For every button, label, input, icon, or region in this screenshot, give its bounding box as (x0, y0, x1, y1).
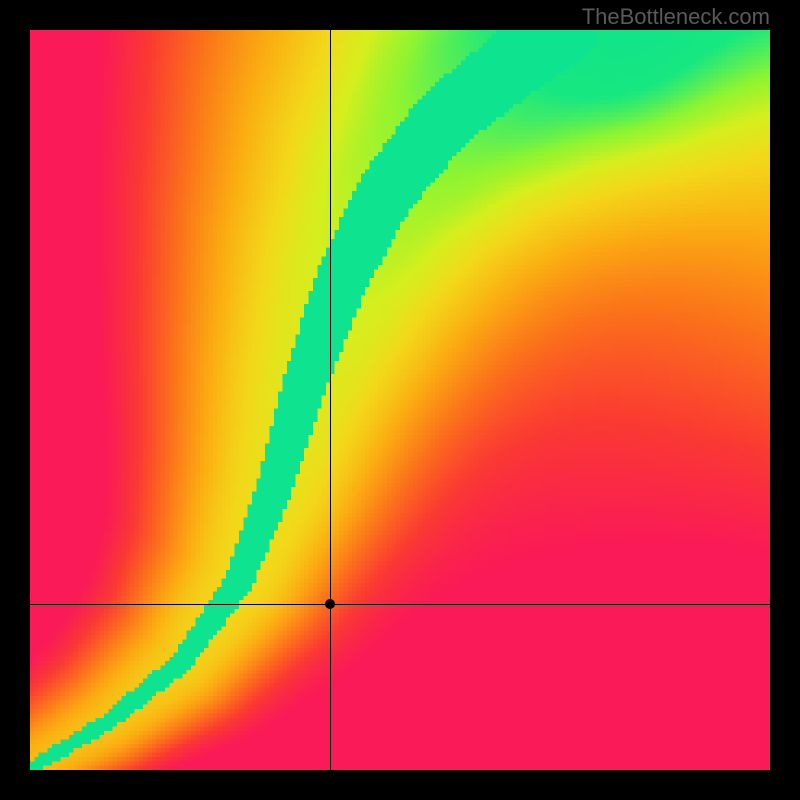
crosshair-vertical (330, 30, 331, 770)
watermark-text: TheBottleneck.com (582, 4, 770, 30)
heatmap-canvas (30, 30, 770, 770)
chart-container: TheBottleneck.com (0, 0, 800, 800)
heatmap-plot (30, 30, 770, 770)
crosshair-horizontal (30, 604, 770, 605)
marker-dot (325, 599, 335, 609)
